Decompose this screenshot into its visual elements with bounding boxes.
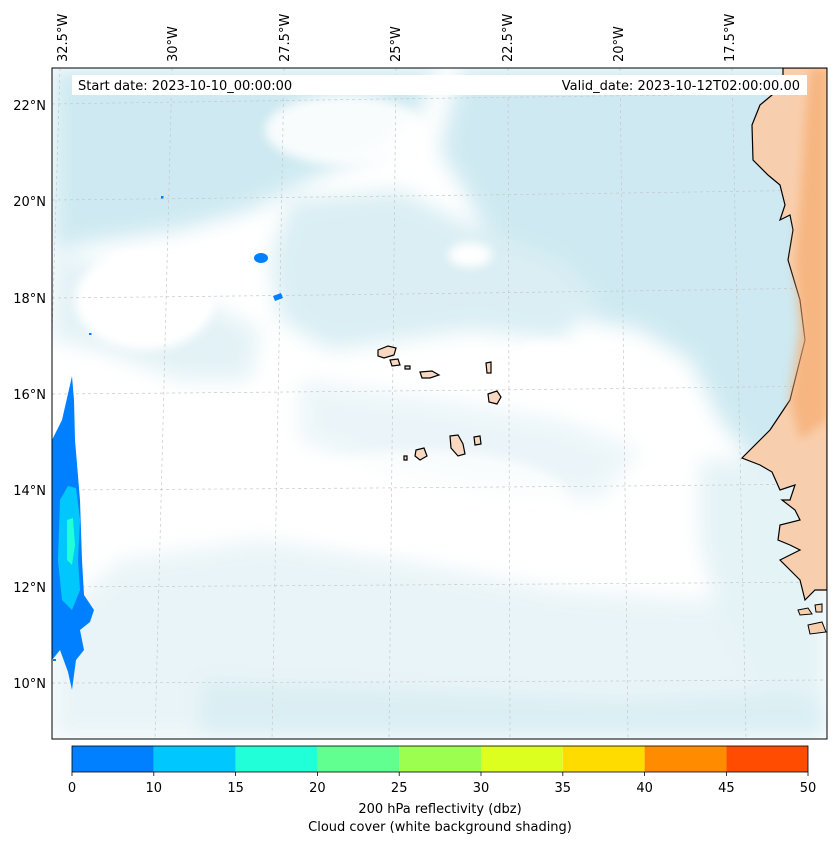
lat-label-20n: 20°N xyxy=(13,195,46,210)
cb-tick-50: 50 xyxy=(800,781,817,796)
map-frame xyxy=(51,67,828,740)
lon-label-30w: 30°W xyxy=(166,26,181,62)
coast-islands-south xyxy=(797,603,827,635)
island-santiago xyxy=(449,434,466,457)
reflectivity-cell-2 xyxy=(273,293,283,301)
reflectivity-rain-band xyxy=(52,376,94,690)
lat-label-16n: 16°N xyxy=(13,388,46,403)
lat-label-12n: 12°N xyxy=(13,581,46,596)
cb-bin-0-10 xyxy=(72,746,154,772)
lon-label-22-5w: 22.5°W xyxy=(501,14,516,62)
cape-verde-islands xyxy=(377,345,502,461)
cb-bin-20-25 xyxy=(317,746,400,772)
cb-bin-35-40 xyxy=(562,746,645,772)
cb-bin-45-50 xyxy=(726,746,808,772)
island-fogo xyxy=(414,447,428,461)
cb-tick-20: 20 xyxy=(309,781,326,796)
sahara-warm-zone xyxy=(790,68,827,440)
island-boa-vista xyxy=(487,390,502,405)
lat-label-10n: 10°N xyxy=(13,677,46,692)
cb-bin-40-45 xyxy=(644,746,727,772)
map-panel: Start date: 2023-10-10_00:00:00 Valid_da… xyxy=(51,67,828,740)
island-sal xyxy=(485,361,492,374)
cb-tick-35: 35 xyxy=(555,781,572,796)
island-sao-nicolau xyxy=(419,370,441,379)
cb-tick-0: 0 xyxy=(68,781,76,796)
reflectivity-cell-3 xyxy=(161,196,164,199)
island-santo-antao xyxy=(377,345,397,359)
island-santa-luzia xyxy=(404,365,411,370)
longitude-labels: 32.5°W 30°W 27.5°W 25°W 22.5°W 20°W 17.5… xyxy=(56,14,738,62)
lat-label-18n: 18°N xyxy=(13,292,46,307)
cb-bin-30-35 xyxy=(481,746,563,772)
colorbar-tick-labels: 0 10 15 20 25 30 35 40 45 50 xyxy=(68,781,816,796)
colorbar-frame xyxy=(71,745,809,773)
start-date: Start date: 2023-10-10_00:00:00 xyxy=(78,79,292,94)
colorbar-label-1: 200 hPa reflectivity (dbz) xyxy=(358,802,521,817)
cb-bin-10-15 xyxy=(153,746,236,772)
lon-label-25w: 25°W xyxy=(389,26,404,62)
cb-tick-10: 10 xyxy=(146,781,163,796)
cb-bin-25-30 xyxy=(399,746,481,772)
reflectivity-cells xyxy=(53,196,283,661)
cb-bin-15-20 xyxy=(235,746,318,772)
colorbar-ticks xyxy=(71,772,809,776)
reflectivity-cell-4 xyxy=(89,333,92,335)
cb-tick-40: 40 xyxy=(636,781,653,796)
colorbar-label-2: Cloud cover (white background shading) xyxy=(308,820,572,835)
cloud-cover-shading xyxy=(52,68,827,739)
lon-label-32-5w: 32.5°W xyxy=(56,14,71,62)
valid-date: Valid_date: 2023-10-12T02:00:00.00 xyxy=(562,79,800,94)
reflectivity-cell-5 xyxy=(53,659,56,661)
lon-label-17-5w: 17.5°W xyxy=(723,14,738,62)
island-brava xyxy=(403,455,408,461)
graticule xyxy=(52,68,827,739)
date-banner xyxy=(72,75,807,95)
lat-label-22n: 22°N xyxy=(13,99,46,114)
colorbar: 0 10 15 20 25 30 35 40 45 50 200 hPa ref… xyxy=(68,745,816,835)
lon-label-20w: 20°W xyxy=(612,26,627,62)
cb-tick-45: 45 xyxy=(718,781,735,796)
cb-tick-25: 25 xyxy=(391,781,408,796)
cb-tick-30: 30 xyxy=(473,781,490,796)
island-sao-vicente xyxy=(389,358,401,367)
reflectivity-cell-1 xyxy=(254,253,268,263)
lon-label-27-5w: 27.5°W xyxy=(278,14,293,62)
cloud-gaps xyxy=(75,95,578,550)
island-maio xyxy=(473,435,482,446)
cb-tick-15: 15 xyxy=(227,781,244,796)
latitude-labels: 22°N 20°N 18°N 16°N 14°N 12°N 10°N xyxy=(13,99,46,692)
lat-label-14n: 14°N xyxy=(13,484,46,499)
